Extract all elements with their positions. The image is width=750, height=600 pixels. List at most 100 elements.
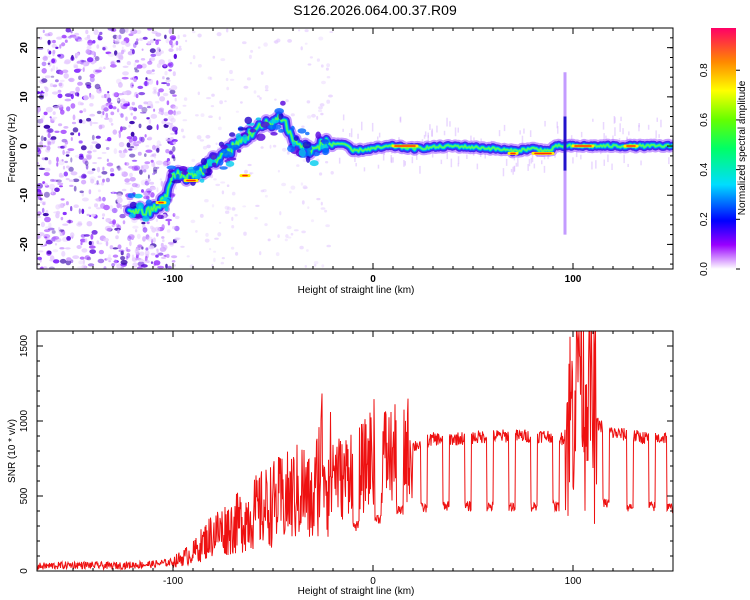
noise-speck [128,33,134,37]
spectrogram-frame [36,27,674,270]
noise-speck [320,201,323,206]
noise-speck [153,169,158,174]
noise-speck [162,76,165,80]
noise-speck [126,142,131,148]
noise-speck [86,43,93,47]
x-tick-label: 100 [565,576,582,587]
noise-speck [144,134,147,138]
noise-speck [129,187,134,194]
streak [431,152,434,158]
streak [446,117,448,127]
noise-speck [110,173,115,177]
noise-speck [182,34,187,38]
noise-speck [77,101,82,106]
noise-speck [37,234,41,240]
noise-speck [132,116,137,120]
noise-speck [126,249,131,252]
noise-speck [146,221,150,225]
noise-speck [80,145,87,151]
noise-speck [65,151,71,154]
noise-speck [70,171,78,176]
noise-speck [157,265,165,269]
noise-speck [178,45,182,48]
noise-speck [197,33,202,38]
noise-speck [49,83,54,88]
ridge-blob [229,132,236,137]
colorbar-tick-label: 0.8 [699,63,710,77]
noise-speck [328,94,333,98]
noise-speck [173,42,176,46]
noise-speck [152,86,158,91]
noise-speck [287,39,292,43]
noise-speck [67,148,75,152]
streak [580,154,582,160]
streak [470,135,472,142]
noise-speck [135,93,139,99]
noise-speck [172,126,178,132]
ridge-blob [278,112,284,120]
noise-speck [162,161,168,167]
noise-speck [290,113,295,117]
noise-speck [320,112,324,116]
noise-speck [138,92,146,96]
ridge-blob [211,162,217,167]
noise-speck [87,39,93,46]
noise-speck [146,260,150,263]
colorbar-tick-label: 0.2 [699,212,710,226]
noise-speck [131,254,135,259]
noise-speck [255,204,260,207]
noise-speck [50,255,55,261]
streak [510,168,513,173]
noise-speck [130,77,134,80]
noise-speck [62,211,67,216]
noise-speck [90,50,96,56]
streak [399,117,402,122]
noise-speck [164,34,167,39]
noise-speck [169,89,176,95]
noise-speck [103,266,107,269]
noise-speck [145,145,150,148]
noise-speck [56,162,59,167]
noise-speck [286,225,292,230]
noise-speck [147,236,153,242]
noise-speck [316,197,321,201]
noise-speck [91,168,96,171]
noise-speck [218,116,221,120]
noise-speck [51,91,59,95]
noise-speck [117,165,121,171]
noise-speck [90,178,95,184]
streak [355,162,357,167]
noise-speck [108,104,114,110]
noise-speck [147,28,152,31]
noise-speck [85,49,91,55]
ridge-blob [249,128,257,133]
noise-speck [174,185,177,190]
noise-speck [39,201,47,204]
noise-speck [260,71,264,75]
noise-speck [129,172,133,178]
noise-speck [206,144,211,149]
ridge-blob [175,173,180,180]
noise-speck [72,178,80,183]
noise-speck [304,42,308,45]
noise-speck [162,92,169,97]
noise-speck [157,91,160,97]
streak [454,127,457,137]
noise-speck [160,180,164,187]
streak [656,117,658,122]
noise-speck [60,145,65,149]
noise-speck [37,147,41,153]
noise-speck [301,200,305,205]
noise-speck [172,213,176,217]
streak [424,131,427,137]
noise-speck [290,185,296,190]
noise-speck [123,103,130,107]
noise-speck [106,158,109,162]
noise-speck [167,265,172,269]
streak [570,135,573,140]
noise-speck [243,231,247,236]
noise-speck [235,110,239,113]
noise-speck [298,29,301,32]
noise-speck [98,124,103,130]
